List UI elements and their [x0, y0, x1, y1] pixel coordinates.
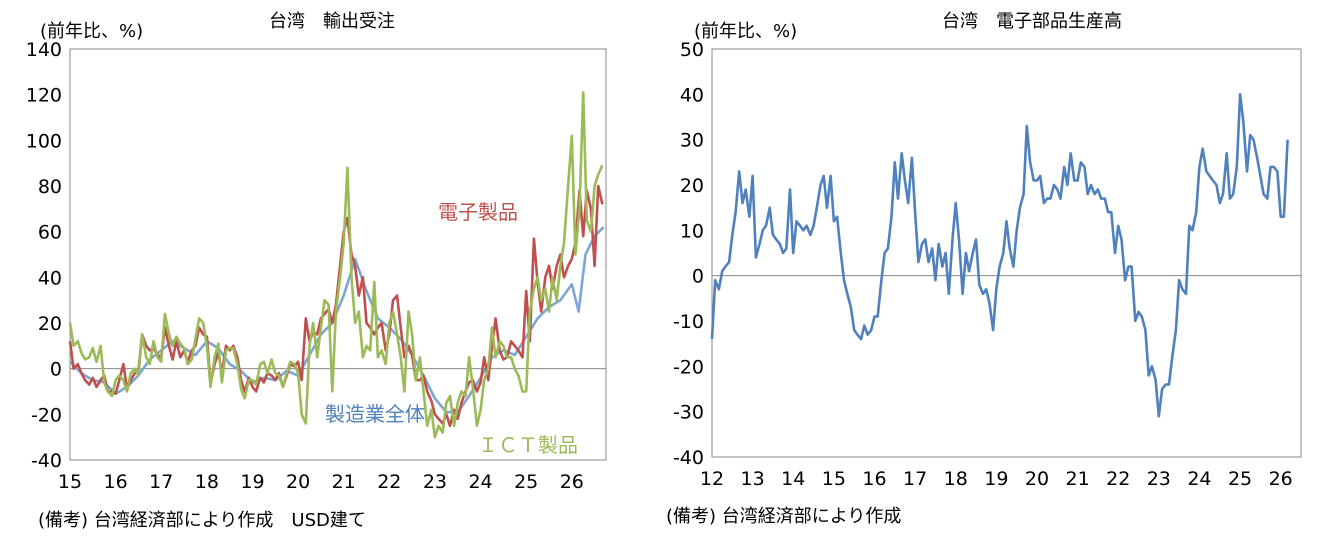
left-chart-note: (備考) 台湾経済部により作成 USD建て — [38, 510, 366, 531]
right-x-tick-label: 22 — [1106, 468, 1130, 490]
right-x-tick-label: 13 — [741, 468, 765, 490]
right-chart-title: 台湾 電子部品生産高 — [942, 11, 1122, 32]
label-ict: ＩＣＴ製品 — [478, 433, 578, 457]
left-y-tick-label: 0 — [50, 359, 62, 381]
left-series-line-3 — [68, 91, 604, 439]
left-x-tick-label: 16 — [104, 471, 128, 493]
left-y-tick-label: 60 — [38, 222, 62, 244]
right-series-group — [710, 93, 1289, 418]
right-y-tick-label: -30 — [673, 402, 704, 424]
right-x-tick-label: 12 — [700, 468, 724, 490]
left-x-tick-label: 22 — [377, 471, 401, 493]
left-x-tick-label: 25 — [514, 471, 538, 493]
label-electronics: 電子製品 — [438, 200, 518, 224]
left-chart-panel: 台湾 輸出受注 (前年比、%) -40 -20 0 20 40 60 80 100 120 140… — [0, 0, 620, 547]
right-x-tick-label: 19 — [984, 468, 1008, 490]
right-y-tick-label: 40 — [680, 84, 704, 106]
left-y-tick-label: -40 — [31, 450, 62, 472]
left-y-tick-label: 20 — [38, 313, 62, 335]
left-y-tick-label: 140 — [26, 39, 62, 61]
right-series-line-1 — [710, 93, 1289, 418]
right-x-tick-label: 17 — [903, 468, 927, 490]
label-total: 製造業全体 — [325, 402, 425, 426]
left-x-tick-label: 26 — [560, 471, 584, 493]
right-chart: 台湾 電子部品生産高 (前年比、%) -40 -30 -20 -10 0 10 20 30 40… — [673, 11, 1302, 490]
right-y-tick-label: 30 — [680, 130, 704, 152]
right-x-tick-label: 26 — [1269, 468, 1293, 490]
right-chart-panel: 台湾 電子部品生産高 (前年比、%) -40 -30 -20 -10 0 10 20 30 40… — [660, 0, 1319, 547]
left-x-tick-label: 21 — [332, 471, 356, 493]
left-y-tick-label: 100 — [26, 130, 62, 152]
left-plot-area — [69, 48, 607, 461]
left-x-tick-label: 23 — [423, 471, 447, 493]
left-x-tick-label: 17 — [149, 471, 173, 493]
left-chart-unit: (前年比、%) — [40, 21, 143, 42]
right-x-tick-label: 15 — [822, 468, 846, 490]
right-x-tick-label: 16 — [862, 468, 886, 490]
left-x-tick-label: 20 — [286, 471, 310, 493]
right-y-axis: -40 -30 -20 -10 0 10 20 30 40 50 — [673, 39, 704, 469]
right-x-axis: 12 13 14 15 16 17 18 19 20 21 22 23 24 25 26 — [700, 468, 1293, 490]
left-x-axis: 15 16 17 18 19 20 21 22 23 24 25 26 — [58, 471, 584, 493]
right-y-tick-label: 0 — [692, 266, 704, 288]
right-y-tick-label: -40 — [673, 447, 704, 469]
left-y-tick-label: 120 — [26, 85, 62, 107]
left-chart: 台湾 輸出受注 (前年比、%) -40 -20 0 20 40 60 80 100 120 140… — [26, 11, 607, 493]
right-chart-note: (備考) 台湾経済部により作成 — [666, 506, 902, 527]
left-chart-title: 台湾 輸出受注 — [269, 11, 395, 32]
right-y-tick-label: 20 — [680, 175, 704, 197]
right-x-tick-label: 14 — [781, 468, 805, 490]
right-y-tick-label: 50 — [680, 39, 704, 61]
right-x-tick-label: 21 — [1065, 468, 1089, 490]
right-y-tick-label: 10 — [680, 220, 704, 242]
left-y-axis: -40 -20 0 20 40 60 80 100 120 140 — [26, 39, 62, 472]
left-y-tick-label: -20 — [31, 404, 62, 426]
left-series-group — [68, 91, 605, 439]
right-chart-unit: (前年比、%) — [694, 21, 797, 42]
left-x-tick-label: 18 — [195, 471, 219, 493]
left-x-tick-label: 15 — [58, 471, 82, 493]
right-x-tick-label: 18 — [944, 468, 968, 490]
right-plot-area — [711, 48, 1302, 458]
left-y-tick-label: 80 — [38, 176, 62, 198]
right-x-tick-label: 25 — [1228, 468, 1252, 490]
left-x-tick-label: 24 — [468, 471, 492, 493]
right-x-tick-label: 24 — [1187, 468, 1211, 490]
left-x-tick-label: 19 — [240, 471, 264, 493]
right-x-tick-label: 23 — [1147, 468, 1171, 490]
left-y-tick-label: 40 — [38, 267, 62, 289]
right-y-tick-label: -10 — [673, 311, 704, 333]
right-x-tick-label: 20 — [1025, 468, 1049, 490]
right-y-tick-label: -20 — [673, 356, 704, 378]
